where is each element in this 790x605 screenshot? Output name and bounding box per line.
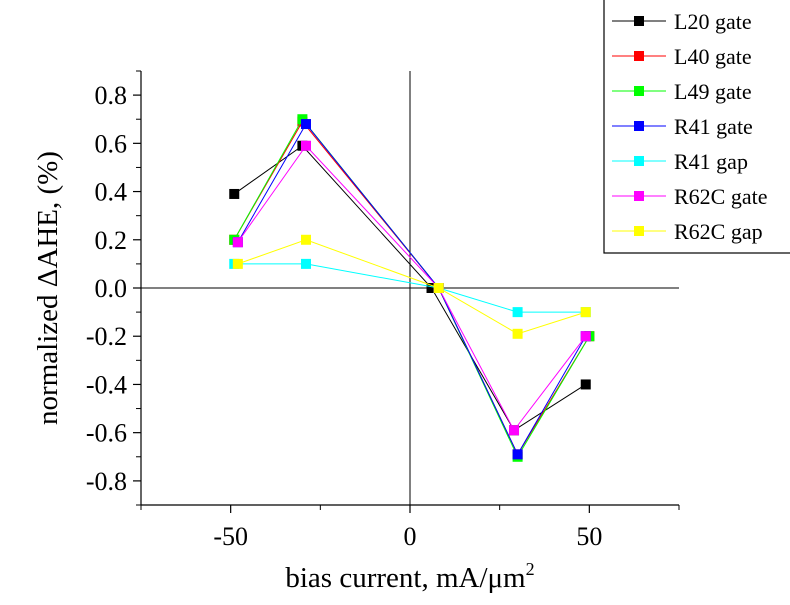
data-point (426, 283, 437, 293)
legend-marker (634, 51, 644, 61)
x-axis-title: bias current, mA/μm2 (285, 559, 534, 594)
legend-label: L40 gate (674, 44, 752, 69)
legend-label: L20 gate (674, 9, 752, 34)
y-axis-title: normalized ΔAHE, (%) (32, 151, 64, 425)
data-point (512, 449, 523, 460)
data-point (300, 258, 311, 269)
legend-label: R41 gate (674, 114, 753, 139)
data-point (580, 331, 591, 342)
data-point (512, 307, 523, 318)
legend-marker (634, 121, 644, 131)
x-tick-label: -50 (213, 522, 248, 551)
series-6 (232, 234, 591, 339)
y-tick-label: -0.4 (86, 370, 127, 399)
data-point (229, 188, 240, 199)
data-point (232, 258, 243, 269)
x-tick-label: 50 (576, 522, 602, 551)
data-point (580, 307, 591, 318)
x-tick-label: 0 (404, 522, 417, 551)
data-point (300, 234, 311, 245)
legend: L20 gate L40 gate L49 gate R41 gate R41 gap R… (603, 0, 790, 254)
legend-marker (634, 156, 644, 166)
legend-marker (634, 86, 644, 96)
data-point (300, 119, 311, 130)
y-tick-label: -0.8 (86, 467, 127, 496)
legend-label: R62C gap (674, 219, 763, 244)
ticks: -50 0 50 0.8 0.6 0.4 0.2 0.0 -0.2 -0.4 -0.6 -0.8 (86, 70, 680, 551)
data-point (512, 328, 523, 339)
legend-label: R41 gap (674, 149, 748, 174)
series-3 (232, 119, 591, 460)
legend-marker (634, 191, 644, 201)
axes (140, 71, 679, 506)
y-tick-label: -0.2 (86, 322, 127, 351)
legend-label: R62C gate (674, 184, 768, 209)
y-tick-label: 0.0 (95, 274, 128, 303)
legend-label: L49 gate (674, 79, 752, 104)
y-tick-label: 0.2 (95, 226, 128, 255)
legend-marker (634, 226, 644, 236)
series-line (237, 239, 586, 335)
legend-marker (634, 16, 644, 26)
data-point (580, 379, 591, 390)
y-tick-label: 0.4 (95, 178, 128, 207)
data-point (300, 140, 311, 151)
y-tick-label: 0.6 (95, 129, 128, 158)
x-axis-title-superscript: 2 (526, 559, 535, 579)
data-point (509, 425, 520, 436)
series-group (229, 114, 595, 462)
y-tick-label: 0.8 (95, 81, 128, 110)
data-point (433, 283, 444, 293)
data-point (232, 237, 243, 248)
y-tick-label: -0.6 (86, 419, 127, 448)
x-axis-title-text: bias current, mA/μm (285, 562, 526, 594)
